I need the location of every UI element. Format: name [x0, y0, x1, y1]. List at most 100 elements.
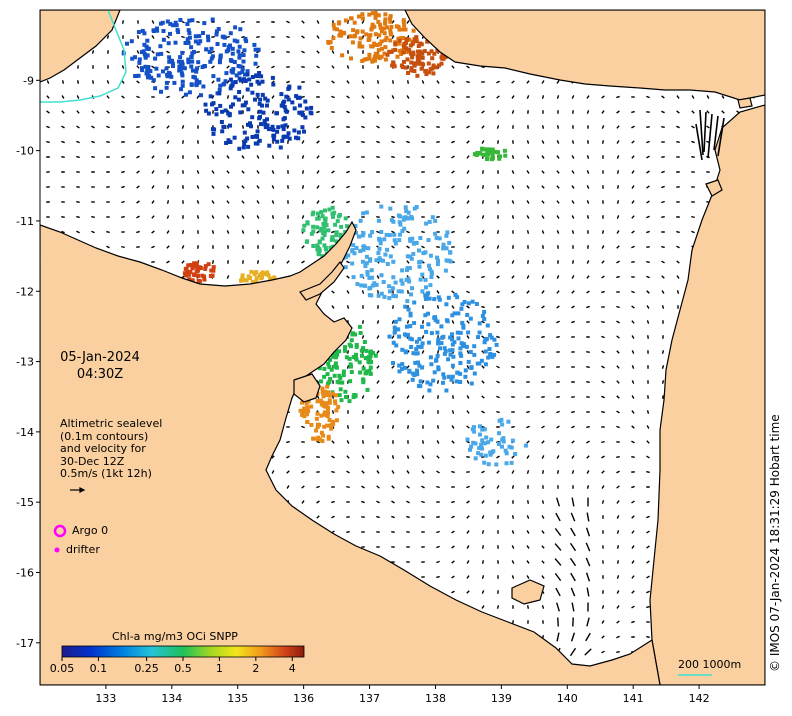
- chl-pixel: [430, 215, 435, 220]
- velocity-arrow: [196, 215, 200, 219]
- chl-pixel: [409, 68, 414, 73]
- chl-pixel: [226, 138, 231, 143]
- chl-pixel: [472, 344, 477, 349]
- velocity-arrow: [676, 245, 680, 249]
- chl-pixel: [332, 210, 337, 215]
- chl-pixel: [303, 99, 308, 104]
- velocity-arrow: [241, 155, 245, 159]
- chl-pixel: [153, 56, 158, 61]
- chl-pixel: [194, 261, 199, 266]
- velocity-arrow: [136, 230, 140, 234]
- velocity-arrow: [496, 335, 500, 339]
- velocity-arrow: [406, 410, 410, 414]
- velocity-arrow: [570, 587, 576, 597]
- chl-pixel: [410, 55, 415, 60]
- chl-pixel: [427, 219, 432, 224]
- chl-pixel: [319, 226, 324, 231]
- chl-pixel: [432, 370, 437, 375]
- velocity-arrow: [646, 500, 650, 504]
- velocity-arrow: [557, 617, 559, 627]
- velocity-arrow: [601, 605, 605, 609]
- chl-pixel: [259, 74, 264, 79]
- colorbar-tick-label: 0.05: [50, 662, 75, 675]
- velocity-arrow: [511, 380, 515, 384]
- chl-pixel: [334, 408, 339, 413]
- chl-pixel: [399, 289, 404, 294]
- velocity-arrow: [511, 95, 515, 99]
- velocity-arrow: [541, 155, 545, 159]
- x-tick-label: 133: [95, 692, 116, 705]
- chl-pixel: [465, 313, 470, 317]
- chl-pixel: [270, 124, 275, 129]
- velocity-arrow: [106, 95, 110, 99]
- velocity-arrow: [61, 156, 65, 158]
- velocity-arrow: [526, 455, 530, 459]
- velocity-arrow: [555, 587, 561, 597]
- velocity-arrow: [554, 572, 562, 582]
- chl-pixel: [210, 127, 215, 132]
- velocity-arrow: [301, 140, 305, 144]
- chl-pixel: [445, 230, 450, 235]
- altimetry-line: Altimetric sealevel: [60, 417, 163, 430]
- velocity-arrow: [602, 140, 604, 144]
- velocity-arrow: [526, 605, 530, 609]
- velocity-arrow: [61, 140, 65, 144]
- chl-pixel: [253, 47, 258, 52]
- chl-pixel: [403, 365, 407, 370]
- velocity-arrow: [451, 320, 455, 324]
- chl-pixel: [214, 107, 219, 112]
- chl-pixel: [360, 59, 365, 63]
- chl-pixel: [309, 422, 314, 427]
- chl-pixel: [402, 23, 407, 28]
- chl-pixel: [333, 399, 337, 404]
- chl-pixel: [388, 206, 393, 211]
- velocity-arrow: [571, 320, 575, 324]
- chl-pixel: [330, 205, 335, 210]
- velocity-arrow: [406, 245, 410, 249]
- velocity-arrow: [556, 125, 560, 129]
- chl-pixel: [196, 60, 201, 65]
- chl-pixel: [315, 411, 320, 416]
- velocity-arrow: [361, 110, 365, 114]
- velocity-arrow: [646, 320, 650, 324]
- chl-pixel: [322, 229, 327, 234]
- chl-pixel: [444, 388, 449, 393]
- velocity-arrow: [571, 497, 575, 507]
- velocity-arrow: [391, 95, 395, 99]
- velocity-arrow: [631, 125, 635, 129]
- y-axis: -9-10-11-12-13-14-15-16-17: [16, 74, 40, 650]
- chl-pixel: [268, 127, 273, 131]
- velocity-arrow: [286, 440, 290, 444]
- velocity-arrow: [661, 365, 665, 369]
- velocity-arrow: [166, 170, 170, 174]
- x-tick-label: 140: [557, 692, 578, 705]
- chl-pixel: [358, 218, 363, 223]
- chl-pixel: [409, 66, 414, 71]
- velocity-arrow: [46, 80, 50, 84]
- velocity-arrow: [556, 200, 560, 204]
- x-axis: 133 134 135 136 137 138 139 140 141 142: [95, 685, 710, 705]
- chl-pixel: [152, 29, 156, 33]
- chl-pixel: [362, 245, 367, 249]
- velocity-arrow: [616, 515, 620, 519]
- velocity-arrow: [526, 500, 530, 504]
- velocity-arrow: [346, 290, 350, 294]
- velocity-arrow: [631, 620, 635, 624]
- chl-pixel: [461, 323, 466, 328]
- y-tick-label: -9: [23, 74, 34, 87]
- chl-pixel: [218, 58, 222, 63]
- velocity-arrow: [316, 140, 320, 144]
- velocity-arrow: [586, 110, 590, 114]
- chl-pixel: [271, 82, 276, 87]
- chl-pixel: [341, 373, 346, 378]
- chl-pixel: [459, 353, 464, 358]
- chl-pixel: [391, 219, 396, 224]
- velocity-arrow: [421, 395, 425, 399]
- velocity-arrow: [481, 605, 485, 609]
- chl-pixel: [370, 275, 374, 280]
- land-mornington-island: [511, 579, 545, 605]
- velocity-arrow: [406, 380, 410, 384]
- chl-pixel: [414, 347, 419, 352]
- chl-pixel: [343, 18, 348, 23]
- chl-pixel: [361, 378, 366, 383]
